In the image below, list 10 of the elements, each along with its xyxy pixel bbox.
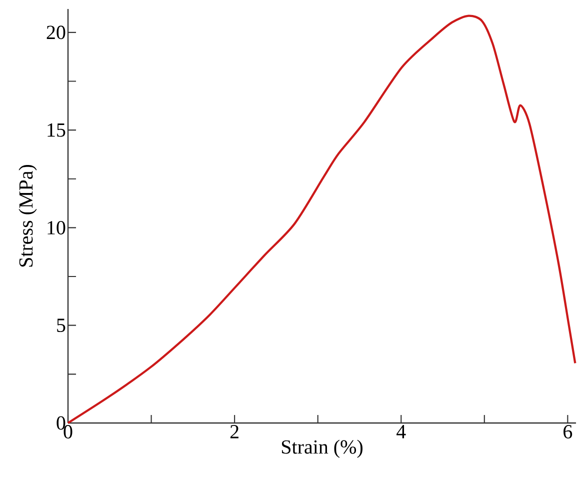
- y-tick-label: 0: [56, 416, 66, 430]
- x-tick-label: 6: [564, 425, 572, 438]
- x-tick-label: 2: [230, 425, 238, 438]
- y-tick-label: 5: [57, 318, 66, 332]
- y-axis-title: Stress (MPa): [18, 164, 37, 267]
- x-tick-label: 4: [396, 425, 406, 438]
- y-tick-label: 15: [48, 123, 66, 137]
- x-axis-title: Strain (%): [282, 440, 362, 458]
- y-tick-label: 10: [48, 220, 66, 234]
- y-tick-label: 20: [46, 26, 66, 40]
